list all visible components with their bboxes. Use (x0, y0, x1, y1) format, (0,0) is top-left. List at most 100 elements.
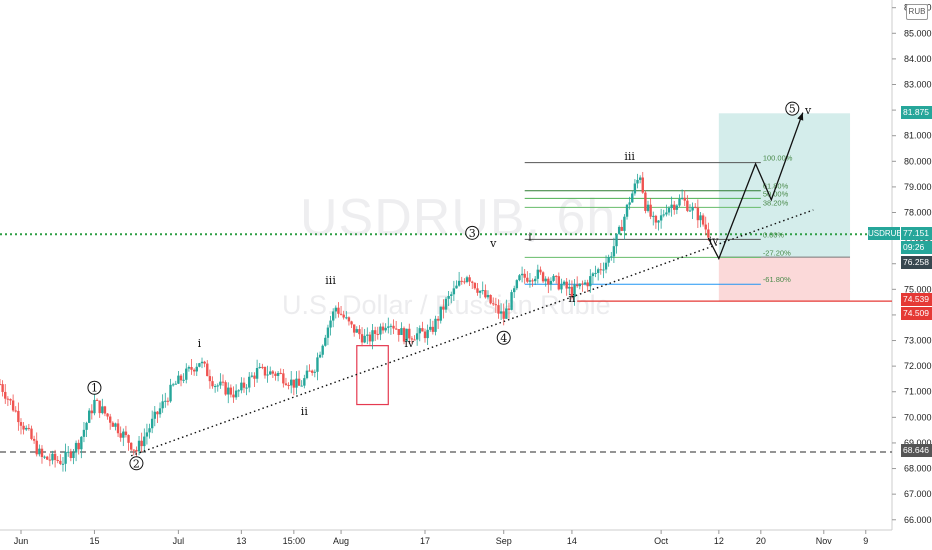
candle-body (636, 179, 639, 184)
candle-body (704, 224, 707, 230)
candle-body (460, 280, 463, 282)
time-axis-label: Sep (496, 536, 512, 546)
candle-body (292, 379, 296, 388)
candle-body (32, 438, 36, 441)
candle-body (505, 308, 508, 319)
candle-body (384, 327, 387, 331)
candle-body (0, 384, 2, 386)
candle-body (568, 286, 571, 289)
candle-body (434, 318, 437, 332)
candle-body (38, 448, 41, 455)
wave-label: v (804, 104, 812, 117)
candle-body (305, 370, 309, 379)
candle-body (150, 418, 154, 429)
candle-body (227, 387, 230, 395)
candle-body (654, 215, 658, 223)
candle-body (478, 290, 482, 293)
candle-body (557, 276, 561, 290)
candle-body (77, 442, 80, 450)
candle-body (617, 226, 621, 234)
candle-body (686, 200, 689, 211)
candle-body (248, 376, 251, 388)
candle-body (507, 308, 511, 310)
candle-body (145, 432, 149, 437)
candle-body (72, 452, 75, 459)
candle-body (410, 338, 414, 340)
candle-body (274, 373, 277, 376)
candle-body (148, 428, 151, 433)
candle-body (615, 233, 618, 247)
wave-label: 2 (133, 457, 140, 470)
candle-body (297, 378, 301, 386)
candle-body (6, 398, 10, 400)
price-axis-label: 78.000 (904, 208, 932, 218)
candle-body (607, 257, 610, 263)
candle-body (161, 401, 164, 409)
candle-body (350, 321, 353, 325)
price-axis-label: 71.000 (904, 387, 932, 397)
price-axis-label: 68.000 (904, 464, 932, 474)
candle-body (652, 215, 655, 217)
candle-body (124, 431, 128, 436)
candle-body (190, 367, 193, 370)
candle-body (242, 382, 246, 388)
candle-body (135, 449, 138, 452)
candle-body (282, 373, 285, 384)
candle-body (373, 330, 377, 334)
candle-body (583, 282, 587, 285)
candle-body (98, 400, 101, 414)
candle-body (497, 305, 500, 314)
price-axis-label: 80.000 (904, 156, 932, 166)
candle-body (691, 206, 694, 211)
candle-body (303, 378, 306, 386)
candle-body (528, 280, 532, 282)
candle-body (61, 463, 65, 465)
time-axis-label: Nov (816, 536, 833, 546)
price-axis-label: 75.000 (904, 284, 932, 294)
candle-body (311, 370, 314, 373)
time-axis-label: 12 (714, 536, 724, 546)
candle-body (127, 435, 130, 443)
candle-body (108, 416, 112, 423)
candle-body (179, 375, 183, 381)
current-price-label: 77.151 (901, 227, 932, 240)
trendline (130, 209, 814, 457)
wave-label: ii (301, 405, 309, 418)
candle-body (88, 410, 91, 423)
symbol-tag: USDRUB (868, 227, 902, 240)
currency-badge[interactable]: RUB (906, 4, 928, 20)
candle-body (208, 376, 212, 382)
candle-body (51, 453, 54, 461)
candle-body (612, 246, 616, 257)
wave-label: iii (624, 150, 635, 163)
time-axis-label: Jun (14, 536, 29, 546)
wave-label: iii (325, 274, 336, 287)
fib-level-label: 38.20% (763, 198, 789, 207)
entry-price-label: 76.258 (901, 256, 932, 269)
candle-body (290, 379, 293, 386)
candle-body (452, 288, 456, 295)
stop-price-label-b: 74.509 (901, 307, 932, 320)
candle-body (17, 410, 20, 423)
candle-body (129, 442, 133, 450)
candle-body (638, 177, 642, 180)
candle-body (531, 280, 534, 282)
price-axis-label: 79.000 (904, 182, 932, 192)
candle-body (602, 269, 605, 271)
fib-level-label: -27.20% (763, 248, 791, 257)
candle-body (471, 281, 474, 283)
candle-body (221, 381, 225, 383)
candle-body (463, 281, 466, 283)
stop-price-label-a: 74.539 (901, 293, 932, 306)
candle-body (570, 286, 574, 298)
candle-body (313, 371, 317, 373)
candle-body (402, 328, 406, 342)
candle-body (321, 345, 324, 355)
candle-body (224, 382, 227, 395)
candle-body (423, 331, 427, 339)
time-axis-label: 14 (567, 536, 577, 546)
highlight-box (356, 345, 389, 406)
candle-body (450, 294, 453, 296)
candle-body (331, 311, 335, 321)
